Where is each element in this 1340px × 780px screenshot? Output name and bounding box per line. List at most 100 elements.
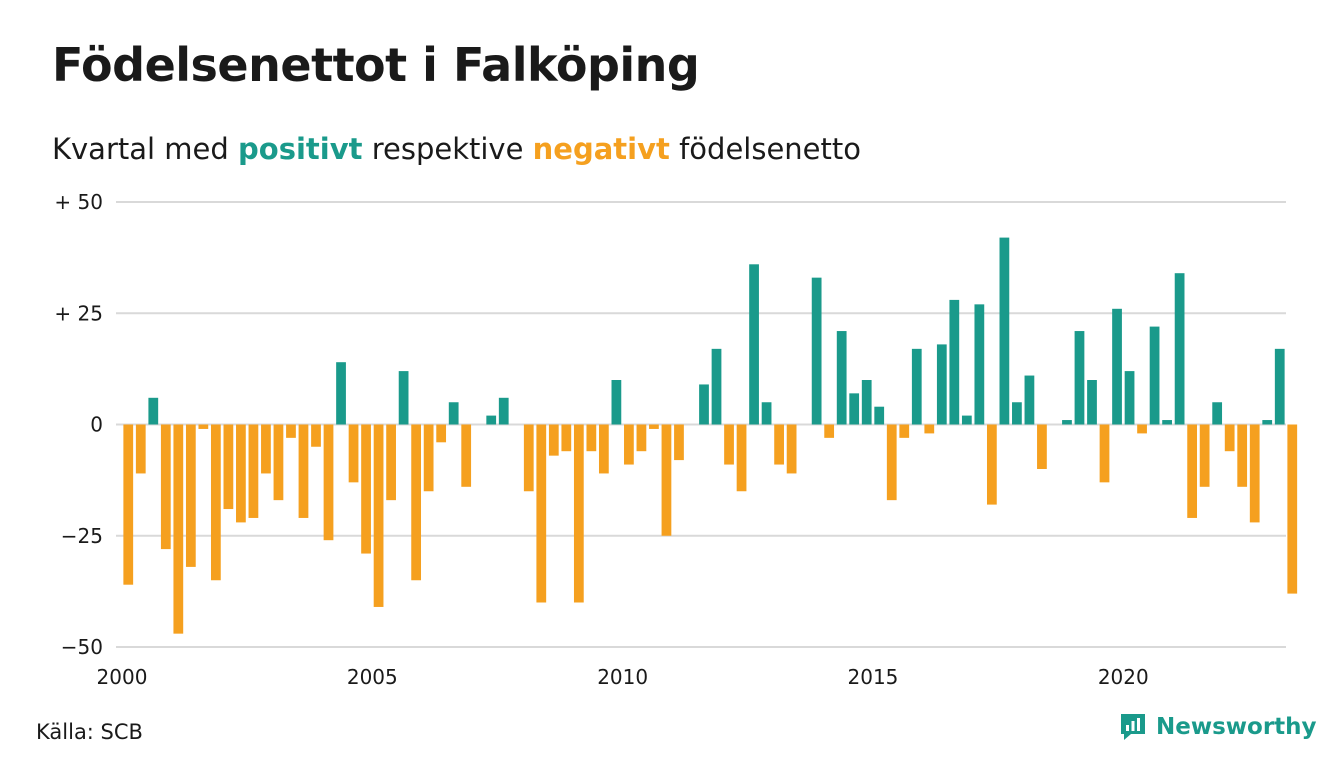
bar-negative — [135, 424, 146, 474]
bar-negative — [411, 424, 422, 581]
bar-positive — [448, 402, 459, 425]
bar-positive — [836, 331, 847, 425]
bar-negative — [373, 424, 384, 607]
bar-negative — [899, 424, 910, 438]
bar-positive — [874, 406, 885, 425]
bar-negative — [536, 424, 547, 603]
bar-positive — [911, 348, 922, 425]
y-tick-label: + 25 — [54, 301, 103, 325]
bar-positive — [1174, 273, 1185, 425]
bar-negative — [236, 424, 246, 523]
y-tick-label: 0 — [90, 413, 103, 437]
bar-positive — [1012, 402, 1022, 425]
subtitle-prefix: Kvartal med — [52, 132, 239, 166]
bar-negative — [248, 424, 259, 518]
bar-negative — [361, 424, 371, 554]
bar-negative — [461, 424, 472, 487]
chart-title: Födelsenettot i Falköping — [52, 38, 700, 92]
bar-negative — [886, 424, 897, 501]
bar-positive — [811, 277, 822, 425]
bar-positive — [498, 397, 509, 425]
bar-positive — [148, 397, 159, 425]
x-tick-label: 2010 — [597, 665, 648, 689]
bar-positive — [699, 384, 709, 425]
bar-positive — [1024, 375, 1035, 425]
bar-positive — [1212, 402, 1223, 425]
bar-positive — [861, 380, 872, 425]
bar-negative — [586, 424, 597, 452]
bar-negative — [1249, 424, 1260, 523]
bar-negative — [1187, 424, 1198, 518]
bar-positive — [711, 348, 722, 425]
bar-positive — [611, 380, 622, 425]
bar-negative — [261, 424, 271, 474]
bar-positive — [1124, 371, 1135, 425]
bar-negative — [1099, 424, 1110, 483]
bar-negative — [123, 424, 134, 585]
bar-positive — [1149, 326, 1160, 425]
bar-negative — [824, 424, 835, 438]
brand-name: Newsworthy — [1156, 714, 1317, 740]
bar-negative — [223, 424, 234, 510]
bar-negative — [661, 424, 672, 536]
bar-positive — [999, 237, 1010, 425]
bar-positive — [974, 304, 985, 425]
bar-positive — [398, 371, 409, 425]
bar-negative — [1199, 424, 1210, 487]
x-tick-label: 2020 — [1098, 665, 1149, 689]
bar-negative — [386, 424, 396, 501]
bar-negative — [774, 424, 784, 465]
brand: Newsworthy — [1118, 712, 1317, 742]
source-note: Källa: SCB — [36, 720, 143, 744]
x-tick-label: 2000 — [97, 665, 148, 689]
bar-negative — [598, 424, 609, 474]
bar-negative — [1237, 424, 1248, 487]
bar-negative — [286, 424, 296, 438]
bar-positive — [1074, 331, 1085, 425]
bar-positive — [749, 264, 759, 425]
bar-negative — [736, 424, 747, 492]
y-tick-label: −50 — [61, 635, 103, 659]
bar-positive — [1112, 308, 1122, 425]
x-tick-label: 2015 — [848, 665, 899, 689]
subtitle-suffix: födelsenetto — [669, 132, 861, 166]
bar-negative — [436, 424, 447, 443]
bar-negative — [724, 424, 734, 465]
bar-negative — [523, 424, 534, 492]
bar-negative — [160, 424, 171, 550]
bar-positive — [849, 393, 860, 425]
x-tick-label: 2005 — [347, 665, 398, 689]
bar-negative — [1224, 424, 1235, 452]
bar-negative — [273, 424, 284, 501]
bar-negative — [185, 424, 196, 567]
bar-negative — [1287, 424, 1298, 594]
subtitle-negative: negativt — [532, 132, 670, 166]
bar-negative — [1037, 424, 1047, 469]
bar-positive — [1062, 420, 1072, 425]
bar-negative — [561, 424, 572, 452]
bar-positive — [336, 362, 346, 425]
bar-positive — [1162, 420, 1172, 425]
y-tick-label: + 50 — [54, 190, 103, 214]
bar-positive — [486, 415, 497, 425]
bar-negative — [573, 424, 584, 603]
bar-negative — [323, 424, 334, 541]
bar-positive — [1274, 348, 1285, 425]
bar-negative — [649, 424, 659, 429]
bar-positive — [949, 299, 960, 425]
bar-negative — [1137, 424, 1147, 434]
bar-negative — [548, 424, 559, 456]
bar-negative — [786, 424, 797, 474]
bar-positive — [1087, 380, 1097, 425]
bar-negative — [423, 424, 434, 492]
bar-negative — [924, 424, 935, 434]
bar-positive — [961, 415, 972, 425]
bar-positive — [936, 344, 947, 425]
bar-positive — [761, 402, 772, 425]
bar-negative — [311, 424, 321, 447]
bar-negative — [636, 424, 647, 452]
bar-negative — [298, 424, 309, 518]
bar-positive — [1262, 420, 1273, 425]
bar-negative — [173, 424, 184, 634]
